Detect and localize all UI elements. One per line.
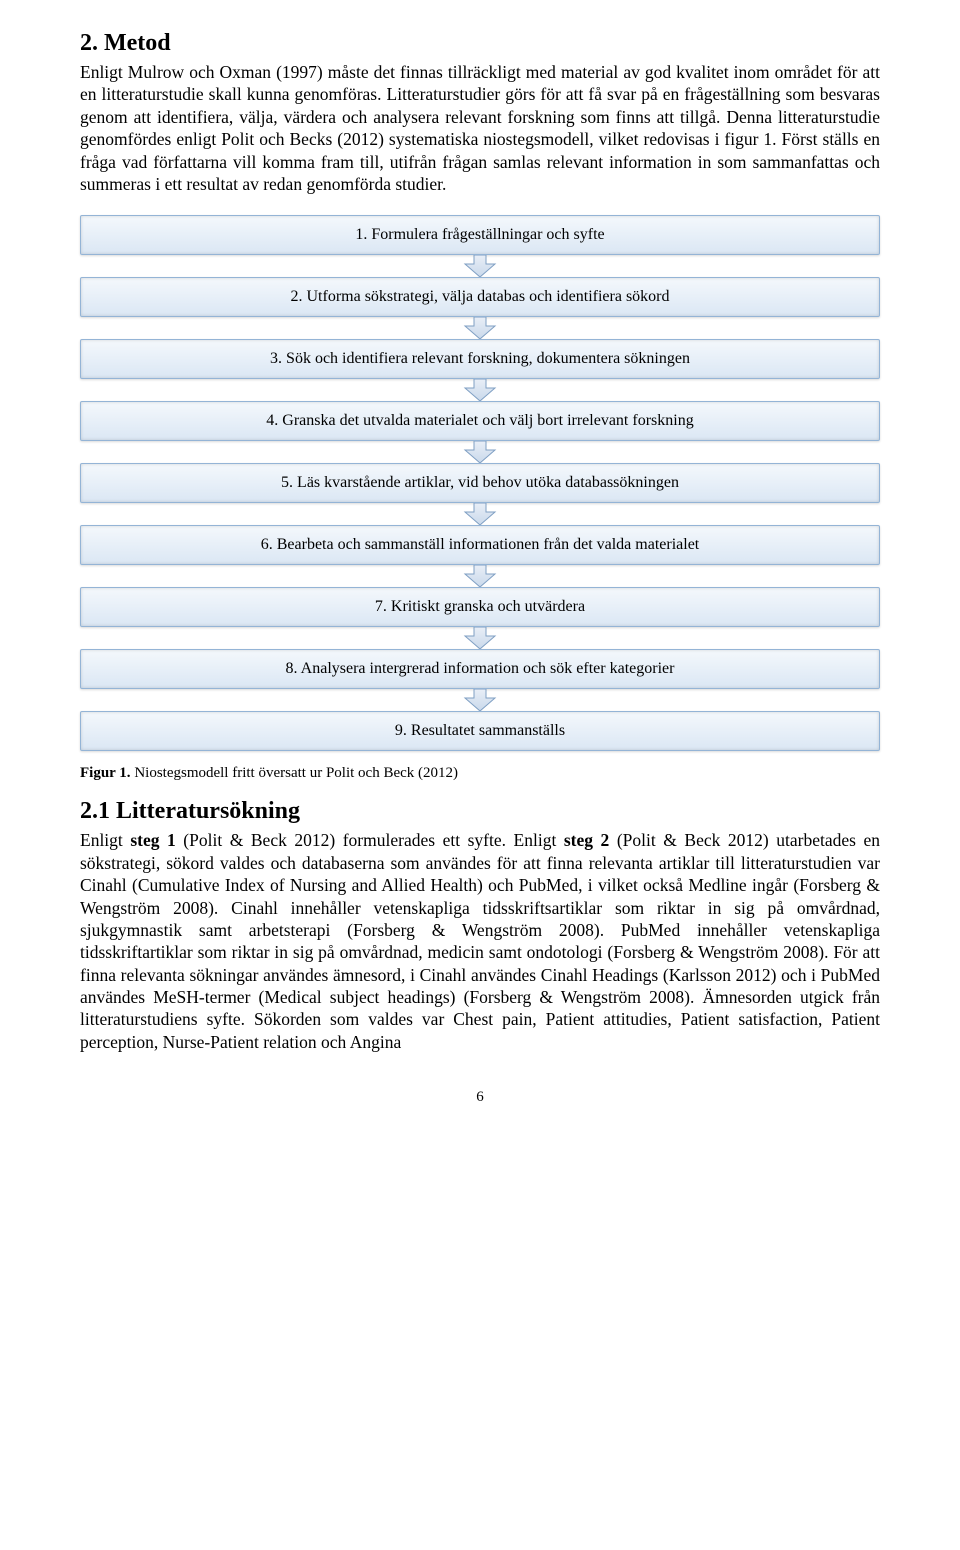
flow-arrow-wrap [80,627,880,649]
down-arrow-icon [463,317,497,339]
bold-run: steg 2 [564,830,609,850]
flow-arrow-wrap [80,379,880,401]
flow-step: 6. Bearbeta och sammanställ informatione… [80,525,880,565]
flow-step: 5. Läs kvarstående artiklar, vid behov u… [80,463,880,503]
text-run: (Polit & Beck 2012) utarbetades en sökst… [80,830,880,1052]
bold-run: steg 1 [130,830,175,850]
text-run: (Polit & Beck 2012) formulerades ett syf… [176,830,564,850]
figure-caption-label: Figur 1. [80,765,134,781]
down-arrow-icon [463,503,497,525]
down-arrow-icon [463,379,497,401]
flow-arrow-wrap [80,317,880,339]
flow-step: 7. Kritiskt granska och utvärdera [80,587,880,627]
paragraph-metod: Enligt Mulrow och Oxman (1997) måste det… [80,61,880,195]
section-heading-metod: 2. Metod [80,30,880,57]
flow-step: 9. Resultatet sammanställs [80,711,880,751]
down-arrow-icon [463,565,497,587]
flow-step: 3. Sök och identifiera relevant forsknin… [80,339,880,379]
flow-step: 1. Formulera frågeställningar och syfte [80,215,880,255]
paragraph-litteratursokning: Enligt steg 1 (Polit & Beck 2012) formul… [80,829,880,1053]
flow-step: 4. Granska det utvalda materialet och vä… [80,401,880,441]
flow-arrow-wrap [80,565,880,587]
flow-arrow-wrap [80,689,880,711]
flow-arrow-wrap [80,255,880,277]
page-number: 6 [80,1089,880,1106]
flow-step: 2. Utforma sökstrategi, välja databas oc… [80,277,880,317]
flow-step: 8. Analysera intergrerad information och… [80,649,880,689]
text-run: Enligt [80,830,130,850]
flow-arrow-wrap [80,441,880,463]
flow-arrow-wrap [80,503,880,525]
section-heading-litteratursokning: 2.1 Litteratursökning [80,798,880,825]
text-run: Enligt Mulrow och Oxman (1997) måste det… [80,62,880,194]
down-arrow-icon [463,255,497,277]
flowchart-niostegsmodell: 1. Formulera frågeställningar och syfte … [80,215,880,751]
figure-caption-text: Niostegsmodell fritt översatt ur Polit o… [134,765,458,781]
down-arrow-icon [463,627,497,649]
down-arrow-icon [463,689,497,711]
figure-caption: Figur 1. Niostegsmodell fritt översatt u… [80,765,880,782]
down-arrow-icon [463,441,497,463]
